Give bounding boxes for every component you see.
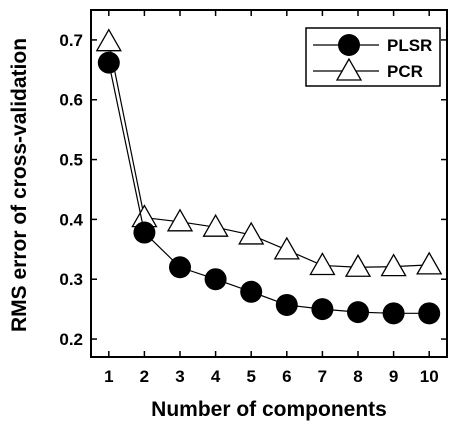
data-point-plsr	[347, 301, 369, 324]
data-point-plsr	[418, 302, 441, 325]
x-tick-label: 10	[420, 367, 439, 386]
y-axis-title: RMS error of cross-validation	[8, 38, 31, 332]
x-tick-label: 9	[389, 367, 398, 386]
y-tick-label: 0.3	[59, 270, 83, 289]
data-point-plsr	[311, 298, 334, 321]
y-tick-label: 0.7	[59, 31, 83, 50]
data-point-plsr	[275, 293, 298, 316]
data-point-pcr	[166, 208, 194, 232]
plot-area-frame	[90, 9, 448, 358]
data-point-pcr	[416, 251, 443, 275]
data-point-pcr	[273, 236, 300, 260]
data-point-pcr	[202, 213, 229, 237]
data-point-pcr	[309, 252, 336, 276]
x-tick-label: 7	[318, 367, 327, 386]
data-point-plsr	[169, 256, 191, 279]
x-tick-label: 1	[104, 367, 113, 386]
legend-marker-plsr	[338, 34, 360, 56]
data-point-plsr	[382, 302, 405, 325]
x-axis-ticks: 1 2 3 4 5 6 7 8 9 10	[104, 10, 439, 386]
legend-label-plsr: PLSR	[387, 36, 432, 55]
data-point-pcr	[238, 221, 265, 245]
legend-marker-pcr	[335, 57, 363, 81]
x-tick-label: 4	[211, 367, 221, 386]
legend-label-pcr: PCR	[387, 62, 423, 81]
data-point-pcr	[380, 253, 407, 277]
series-line-plsr	[108, 62, 430, 314]
x-tick-label: 8	[353, 367, 362, 386]
data-point-plsr	[204, 268, 227, 291]
y-tick-label: 0.4	[59, 210, 83, 229]
series-line-pcr	[108, 41, 430, 268]
data-point-plsr	[133, 221, 156, 244]
x-tick-label: 6	[282, 367, 291, 386]
x-axis-title: Number of components	[151, 398, 387, 421]
data-point-plsr	[97, 51, 120, 74]
y-axis-ticks: 0.2 0.3 0.4 0.5 0.6 0.7	[59, 31, 447, 349]
series-plsr	[97, 51, 441, 325]
y-tick-label: 0.2	[59, 330, 83, 349]
legend-box	[305, 27, 441, 87]
y-tick-label: 0.5	[59, 151, 83, 170]
legend: PLSR PCR	[305, 27, 441, 87]
data-point-plsr	[240, 280, 263, 303]
x-tick-label: 3	[175, 367, 184, 386]
series-layer	[95, 28, 443, 325]
x-tick-label: 5	[246, 367, 255, 386]
x-tick-label: 2	[140, 367, 149, 386]
series-pcr	[95, 28, 443, 277]
data-point-pcr	[95, 28, 122, 52]
y-tick-label: 0.6	[59, 91, 83, 110]
data-point-pcr	[344, 253, 372, 277]
